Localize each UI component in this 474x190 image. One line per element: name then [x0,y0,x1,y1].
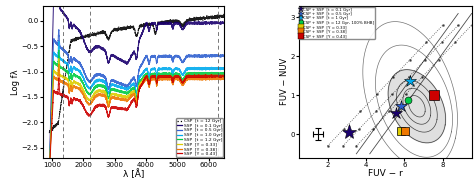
Legend: CSP + SSP  [t = 0.1 Gyr], CSP + SSP  [t = 0.5 Gyr], CSP + SSP  [t = 1 Gyr], CSP : CSP + SSP [t = 0.1 Gyr], CSP + SSP [t = … [300,6,375,39]
X-axis label: FUV − r: FUV − r [368,169,402,178]
Polygon shape [388,70,446,143]
Legend: CSP  [t = 12 Gyr], SSP  [t = 0.1 Gyr], SSP  [t = 0.5 Gyr], SSP  [t = 1.0 Gyr], S: CSP [t = 12 Gyr], SSP [t = 0.1 Gyr], SSP… [176,118,223,157]
Y-axis label: FUV − NUV: FUV − NUV [280,58,289,105]
X-axis label: λ [Å]: λ [Å] [123,169,144,179]
Y-axis label: Log fλ: Log fλ [11,69,20,94]
